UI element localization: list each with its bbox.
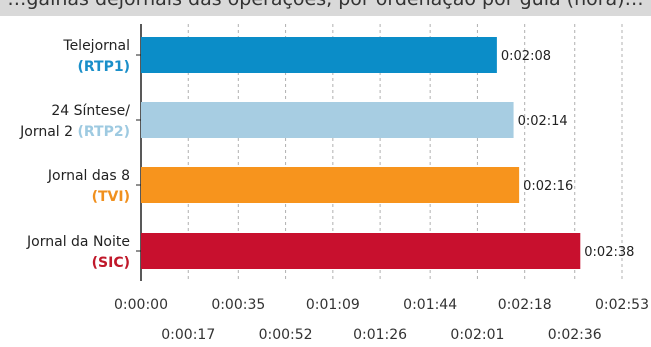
x-tick-label: 0:02:53 <box>595 297 649 313</box>
data-label: 0:02:08 <box>501 49 551 64</box>
category-network-label: (RTP1) <box>78 59 131 75</box>
x-tick-label: 0:00:52 <box>259 327 313 343</box>
network-label: (RTP2) <box>78 124 131 140</box>
chart-title: …galhas dejornais das operações, por ord… <box>0 0 651 10</box>
bar <box>141 233 581 269</box>
x-tick-label: 0:01:09 <box>306 297 360 313</box>
x-tick-label: 0:02:01 <box>450 327 504 343</box>
network-label: (RTP1) <box>78 59 131 75</box>
x-tick-label: 0:02:36 <box>548 327 602 343</box>
bar <box>141 167 520 203</box>
category-label: Telejornal <box>62 38 130 54</box>
x-tick-label: 0:00:35 <box>211 297 265 313</box>
x-tick-label: 0:00:17 <box>161 327 215 343</box>
x-tick-label: 0:00:00 <box>114 297 168 313</box>
network-label: (SIC) <box>92 255 130 271</box>
chart-title-band: …galhas dejornais das operações, por ord… <box>0 0 651 16</box>
category-label-prefix: Jornal 2 <box>19 124 77 140</box>
data-label: 0:02:14 <box>518 114 568 129</box>
network-label: (TVI) <box>92 189 130 205</box>
category-network-label: Jornal 2 (RTP2) <box>19 124 130 140</box>
category-label: Jornal da Noite <box>26 234 130 250</box>
data-label: 0:02:38 <box>584 245 634 260</box>
x-tick-label: 0:01:44 <box>403 297 457 313</box>
bar <box>141 37 497 73</box>
category-network-label: (TVI) <box>92 189 130 205</box>
data-label: 0:02:16 <box>523 179 573 194</box>
x-tick-label: 0:02:18 <box>498 297 552 313</box>
category-network-label: (SIC) <box>92 255 130 271</box>
category-label: Jornal das 8 <box>47 168 130 184</box>
category-label: 24 Síntese/ <box>51 103 130 119</box>
x-tick-label: 0:01:26 <box>353 327 407 343</box>
bar <box>141 102 514 138</box>
